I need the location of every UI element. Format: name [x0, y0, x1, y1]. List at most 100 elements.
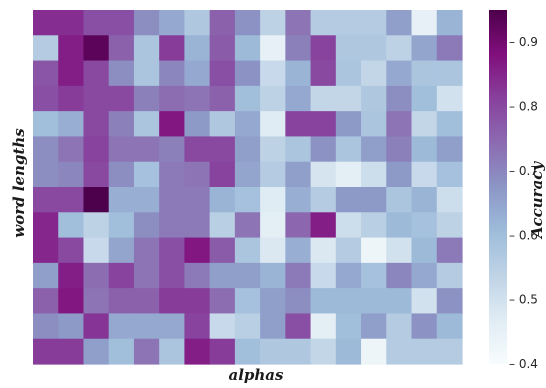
heatmap-cell: [411, 288, 438, 315]
heatmap-cell: [436, 111, 463, 138]
heatmap-cell: [108, 288, 135, 315]
heatmap-cell: [260, 313, 286, 340]
heatmap-cell: [436, 35, 463, 62]
heatmap-cell: [361, 237, 387, 264]
heatmap-cell: [133, 10, 160, 36]
heatmap-cell: [285, 313, 312, 340]
heatmap-cell: [108, 237, 135, 264]
heatmap-cell: [209, 85, 236, 112]
heatmap-cell: [310, 60, 337, 87]
heatmap-cell: [234, 136, 261, 163]
heatmap-cell: [285, 338, 312, 365]
heatmap-cell: [133, 187, 160, 213]
heatmap-cell: [411, 338, 438, 365]
heatmap-cell: [83, 288, 110, 315]
heatmap-cell: [260, 111, 286, 138]
heatmap-cell: [184, 262, 211, 289]
heatmap-cell: [411, 212, 438, 239]
heatmap-cell: [361, 35, 387, 62]
heatmap-cell: [33, 136, 59, 163]
heatmap-cell: [411, 237, 438, 264]
heatmap-cell: [83, 262, 110, 289]
heatmap-cell: [209, 60, 236, 87]
heatmap-cell: [411, 111, 438, 138]
heatmap-cell: [108, 313, 135, 340]
heatmap-cell: [335, 111, 362, 138]
heatmap-cell: [159, 10, 186, 36]
heatmap-cell: [335, 288, 362, 315]
colorbar-tick-label: – 0.9: [509, 35, 538, 49]
heatmap-cell: [361, 60, 387, 87]
heatmap-cell: [58, 111, 85, 138]
heatmap-cell: [436, 262, 463, 289]
heatmap-cell: [83, 237, 110, 264]
heatmap-cell: [83, 136, 110, 163]
heatmap-cell: [184, 313, 211, 340]
heatmap-cell: [335, 187, 362, 213]
colorbar-label: Accuracy: [528, 161, 546, 241]
heatmap-cell: [386, 212, 413, 239]
heatmap-cell: [310, 161, 337, 188]
heatmap-cell: [133, 136, 160, 163]
heatmap-cell: [386, 136, 413, 163]
heatmap-cell: [83, 161, 110, 188]
heatmap-cell: [33, 60, 59, 87]
heatmap-cell: [159, 111, 186, 138]
heatmap-cell: [411, 262, 438, 289]
heatmap-cell: [386, 60, 413, 87]
heatmap-cell: [33, 10, 59, 36]
heatmap-cell: [411, 161, 438, 188]
heatmap-cell: [310, 262, 337, 289]
heatmap-cell: [310, 85, 337, 112]
heatmap-cell: [285, 10, 312, 36]
heatmap-cell: [411, 35, 438, 62]
heatmap-cell: [436, 338, 463, 365]
heatmap-cell: [159, 136, 186, 163]
heatmap-cell: [209, 212, 236, 239]
heatmap-cell: [159, 35, 186, 62]
heatmap-cell: [335, 262, 362, 289]
heatmap-cell: [234, 35, 261, 62]
heatmap-cell: [361, 161, 387, 188]
heatmap-cell: [436, 136, 463, 163]
heatmap-cell: [58, 60, 85, 87]
heatmap-cell: [209, 187, 236, 213]
heatmap-cell: [133, 35, 160, 62]
heatmap-cell: [33, 35, 59, 62]
heatmap-cell: [285, 35, 312, 62]
heatmap-cell: [184, 35, 211, 62]
heatmap-cell: [285, 288, 312, 315]
heatmap-cell: [133, 111, 160, 138]
heatmap-cell: [436, 10, 463, 36]
heatmap-cell: [83, 111, 110, 138]
heatmap-cell: [310, 237, 337, 264]
heatmap-cell: [108, 35, 135, 62]
heatmap-cell: [58, 10, 85, 36]
heatmap-cell: [260, 237, 286, 264]
heatmap-cell: [260, 338, 286, 365]
heatmap-cell: [436, 161, 463, 188]
heatmap-cell: [58, 187, 85, 213]
heatmap-cell: [386, 288, 413, 315]
heatmap-cell: [386, 237, 413, 264]
heatmap-cell: [335, 10, 362, 36]
heatmap-cell: [209, 262, 236, 289]
heatmap-cell: [361, 212, 387, 239]
heatmap-cell: [285, 111, 312, 138]
heatmap-cell: [234, 338, 261, 365]
heatmap-cells: [33, 10, 463, 365]
heatmap-cell: [260, 136, 286, 163]
heatmap-cell: [285, 212, 312, 239]
heatmap-cell: [234, 10, 261, 36]
heatmap-cell: [108, 338, 135, 365]
heatmap-cell: [335, 136, 362, 163]
heatmap-cell: [159, 161, 186, 188]
heatmap-cell: [310, 313, 337, 340]
heatmap-cell: [133, 161, 160, 188]
heatmap-cell: [361, 288, 387, 315]
heatmap-cell: [386, 338, 413, 365]
heatmap-cell: [33, 212, 59, 239]
heatmap-cell: [361, 338, 387, 365]
heatmap-cell: [386, 313, 413, 340]
heatmap-cell: [234, 60, 261, 87]
